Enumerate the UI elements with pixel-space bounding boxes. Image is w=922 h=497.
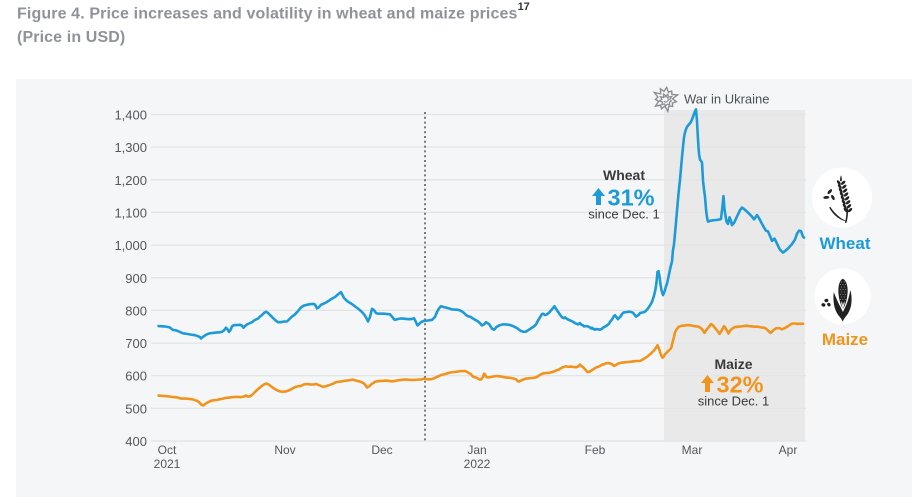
svg-text:1,200: 1,200 — [114, 173, 147, 188]
svg-text:War in Ukraine: War in Ukraine — [684, 92, 769, 107]
svg-text:600: 600 — [125, 369, 147, 384]
svg-text:2021: 2021 — [154, 457, 181, 471]
svg-text:Oct: Oct — [158, 443, 177, 457]
svg-text:Dec: Dec — [371, 443, 392, 457]
svg-text:700: 700 — [125, 336, 147, 351]
svg-text:Wheat: Wheat — [820, 234, 871, 253]
svg-text:Apr: Apr — [779, 443, 798, 457]
svg-text:1,100: 1,100 — [114, 205, 147, 220]
svg-text:1,000: 1,000 — [114, 238, 147, 253]
svg-text:Maize: Maize — [822, 330, 868, 349]
svg-text:800: 800 — [125, 303, 147, 318]
svg-text:32%: 32% — [717, 372, 764, 398]
svg-text:since Dec. 1: since Dec. 1 — [698, 394, 770, 409]
svg-text:500: 500 — [125, 401, 147, 416]
svg-text:Feb: Feb — [585, 443, 606, 457]
svg-text:Nov: Nov — [274, 443, 295, 457]
svg-text:1,400: 1,400 — [114, 108, 147, 123]
svg-text:31%: 31% — [608, 185, 655, 211]
svg-text:2022: 2022 — [464, 457, 491, 471]
svg-text:since Dec. 1: since Dec. 1 — [588, 207, 660, 222]
svg-text:Mar: Mar — [682, 443, 703, 457]
svg-text:1,300: 1,300 — [114, 140, 147, 155]
svg-text:Wheat: Wheat — [603, 167, 645, 183]
svg-text:900: 900 — [125, 271, 147, 286]
svg-text:400: 400 — [125, 434, 147, 449]
svg-text:Maize: Maize — [714, 356, 752, 372]
svg-text:Jan: Jan — [467, 443, 486, 457]
